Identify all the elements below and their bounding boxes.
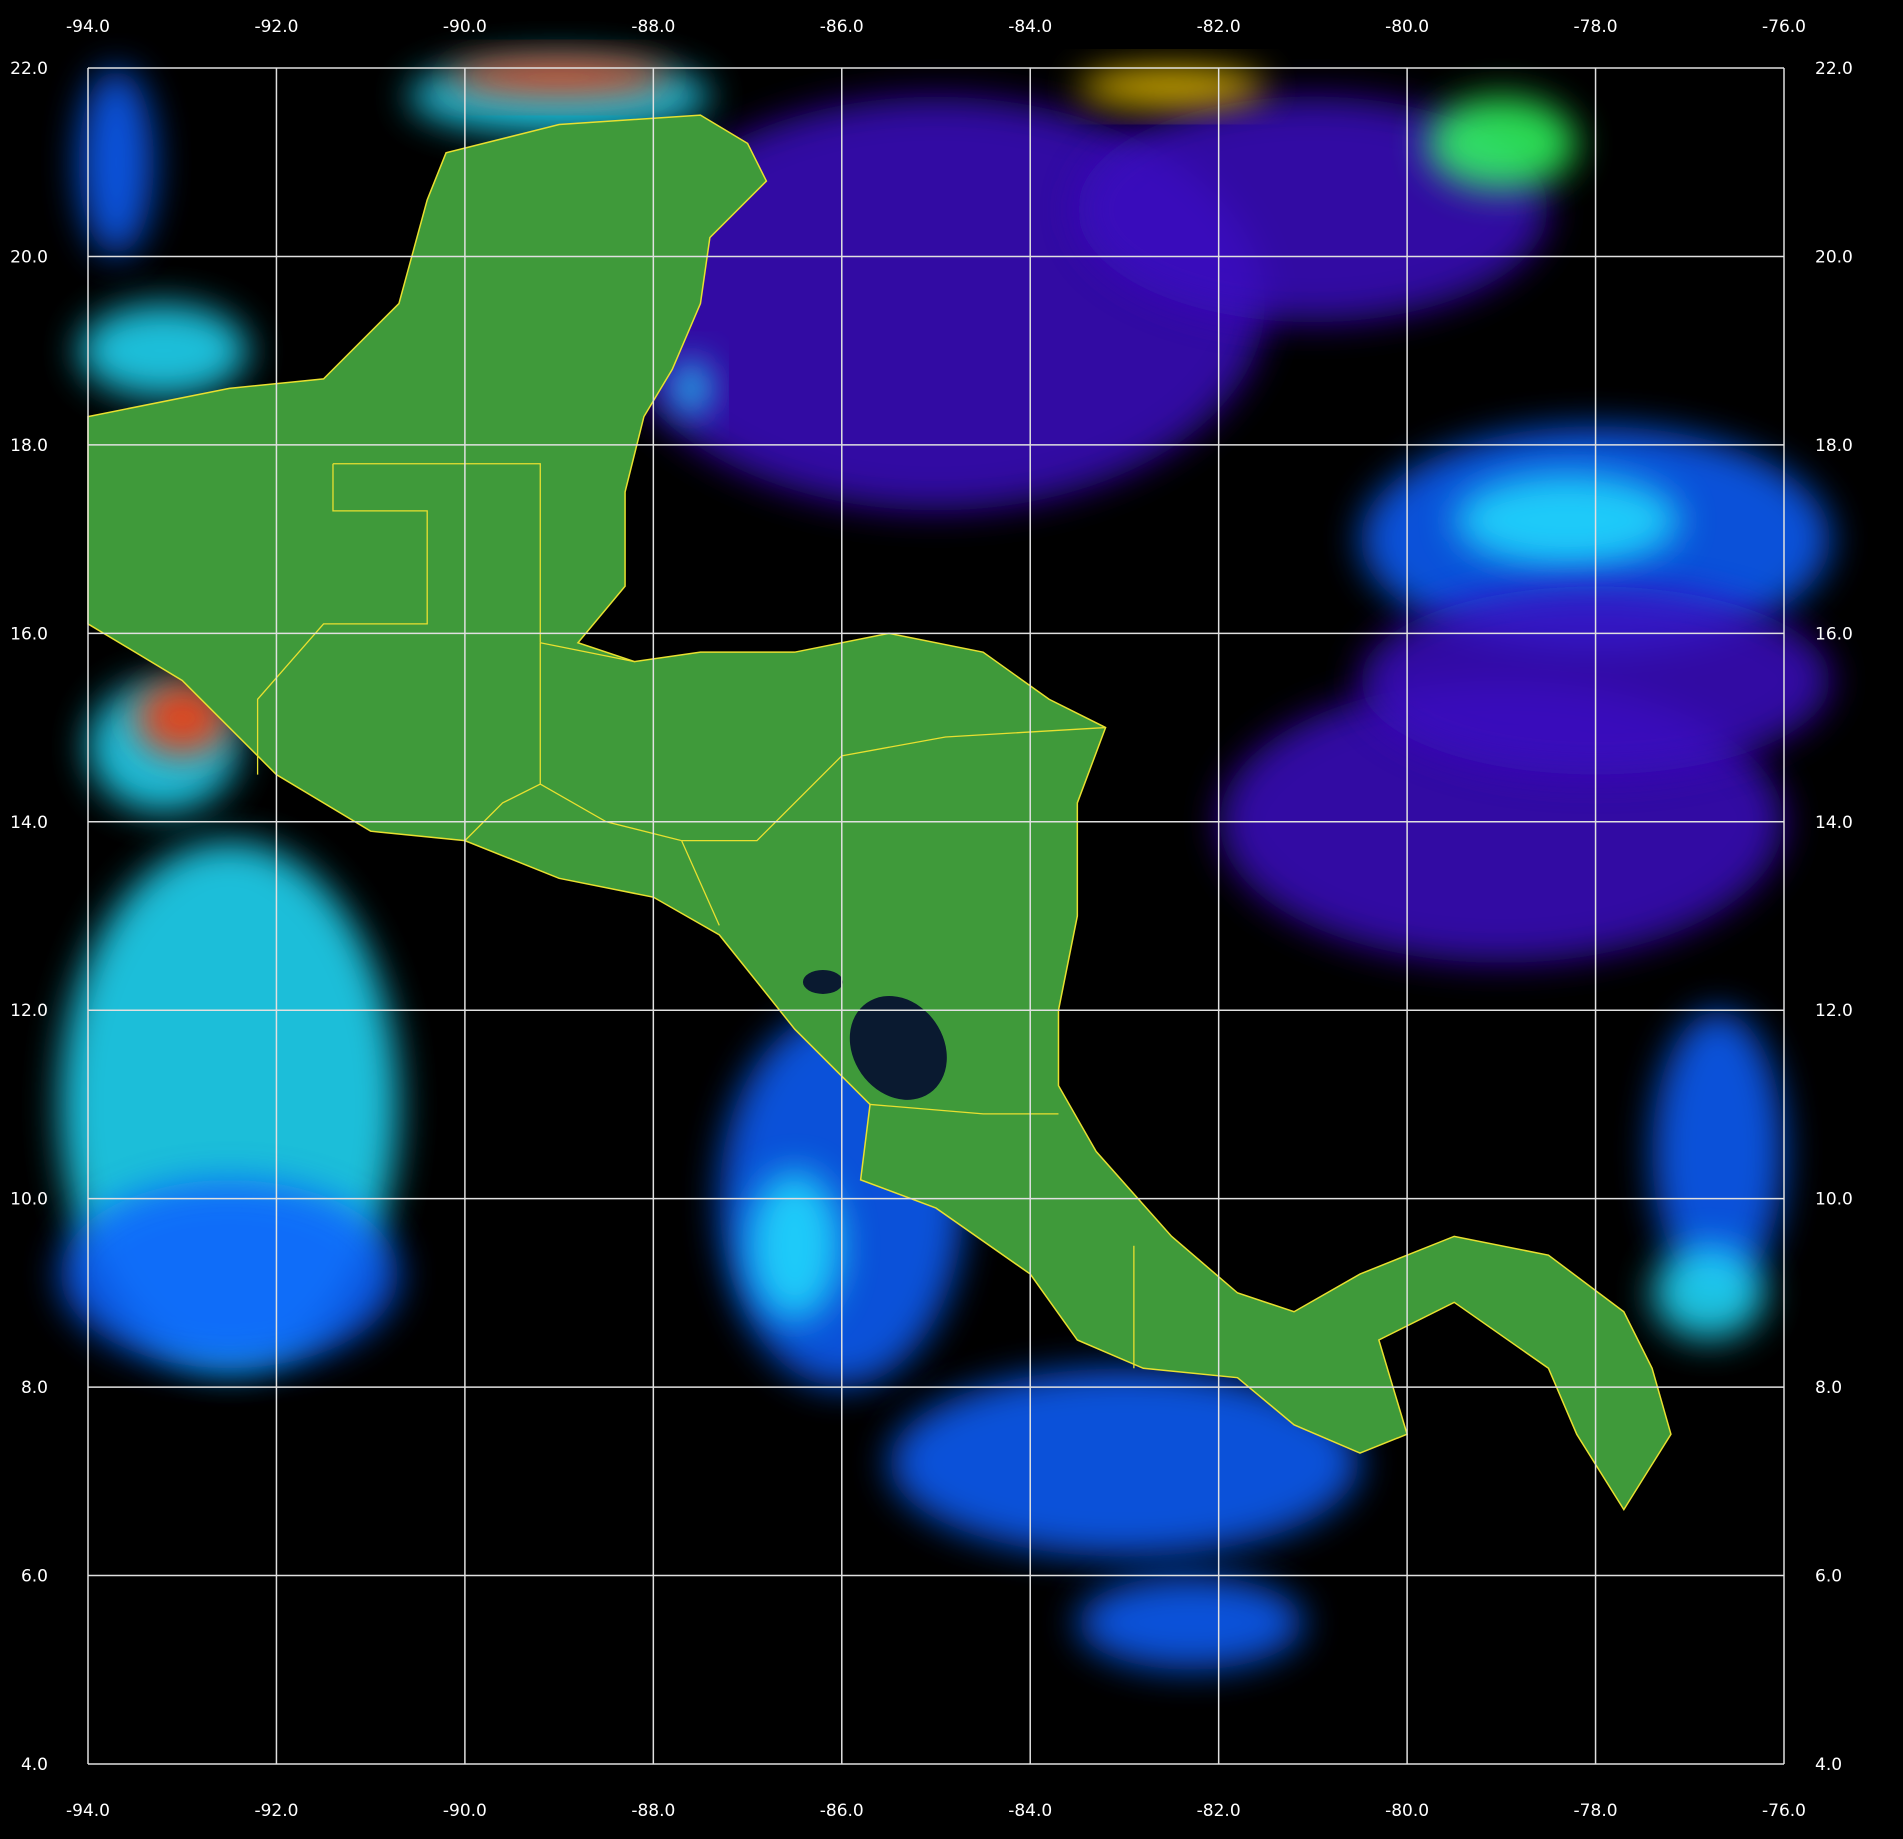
lat-lon-grid — [87, 67, 1785, 1765]
lake-nicaragua — [849, 995, 947, 1100]
lat-tick-label-left: 10.0 — [10, 1190, 48, 1210]
country-border — [332, 463, 541, 643]
ocean-patch — [78, 303, 248, 398]
ocean-patch — [60, 1180, 399, 1369]
lat-tick-label-left: 14.0 — [10, 813, 48, 833]
lon-tick-label-bottom: -90.0 — [443, 1801, 487, 1821]
lat-tick-label-right: 8.0 — [1815, 1378, 1842, 1398]
lon-tick-label-top: -90.0 — [443, 17, 487, 37]
country-border — [256, 463, 428, 775]
lon-tick-label-bottom: -76.0 — [1762, 1801, 1806, 1821]
lon-tick-label-bottom: -82.0 — [1197, 1801, 1241, 1821]
lat-tick-label-right: 6.0 — [1815, 1567, 1842, 1587]
lon-tick-label-top: -86.0 — [820, 17, 864, 37]
lon-tick-label-bottom: -92.0 — [254, 1801, 298, 1821]
lat-tick-label-right: 10.0 — [1815, 1190, 1853, 1210]
lon-tick-label-top: -94.0 — [66, 17, 110, 37]
lat-tick-label-left: 8.0 — [21, 1378, 48, 1398]
lat-tick-label-right: 18.0 — [1815, 436, 1853, 456]
lat-tick-label-left: 20.0 — [10, 247, 48, 267]
lat-tick-label-left: 18.0 — [10, 436, 48, 456]
lon-tick-label-bottom: -84.0 — [1008, 1801, 1052, 1821]
ocean-patch — [747, 1170, 842, 1321]
country-border — [869, 1103, 1059, 1115]
lat-tick-label-left: 16.0 — [10, 624, 48, 644]
ocean-patch — [1077, 1575, 1304, 1670]
axis-labels: -94.0 -94.0 -92.0 -92.0 -90.0 -90.0 -88.0 -88.0… — [10, 17, 1853, 1821]
ocean-patch — [1652, 1010, 1784, 1293]
lat-tick-label-left: 4.0 — [21, 1755, 48, 1775]
lon-tick-label-top: -92.0 — [254, 17, 298, 37]
lon-tick-label-top: -84.0 — [1008, 17, 1052, 37]
lat-tick-label-right: 4.0 — [1815, 1755, 1842, 1775]
lon-tick-label-bottom: -86.0 — [820, 1801, 864, 1821]
lon-tick-label-top: -82.0 — [1197, 17, 1241, 37]
lon-tick-label-top: -88.0 — [631, 17, 675, 37]
lon-tick-label-bottom: -78.0 — [1574, 1801, 1618, 1821]
lat-tick-label-left: 22.0 — [10, 59, 48, 79]
lat-tick-label-right: 14.0 — [1815, 813, 1853, 833]
ocean-patch — [1426, 96, 1577, 191]
ocean-patch — [1077, 68, 1266, 106]
ocean-patch — [1454, 473, 1681, 568]
land-layer — [87, 114, 1672, 1512]
ocean-patch — [78, 68, 154, 257]
ocean-patch — [446, 58, 672, 97]
lon-tick-label-top: -80.0 — [1385, 17, 1429, 37]
lon-tick-label-top: -76.0 — [1762, 17, 1806, 37]
lat-tick-label-right: 20.0 — [1815, 247, 1853, 267]
lat-tick-label-right: 12.0 — [1815, 1001, 1853, 1021]
ocean-patch — [889, 1368, 1360, 1557]
country-border — [540, 642, 635, 663]
lon-tick-label-bottom: -80.0 — [1385, 1801, 1429, 1821]
lat-tick-label-right: 22.0 — [1815, 59, 1853, 79]
lat-tick-label-right: 16.0 — [1815, 624, 1853, 644]
ocean-patch — [1652, 1245, 1766, 1340]
lon-tick-label-bottom: -94.0 — [66, 1801, 110, 1821]
lake-managua — [802, 969, 843, 994]
lat-tick-label-left: 6.0 — [21, 1567, 48, 1587]
lon-tick-label-top: -78.0 — [1574, 17, 1618, 37]
lat-tick-label-left: 12.0 — [10, 1001, 48, 1021]
country-border — [539, 783, 720, 926]
lon-tick-label-bottom: -88.0 — [631, 1801, 675, 1821]
ocean-patch — [672, 360, 710, 417]
